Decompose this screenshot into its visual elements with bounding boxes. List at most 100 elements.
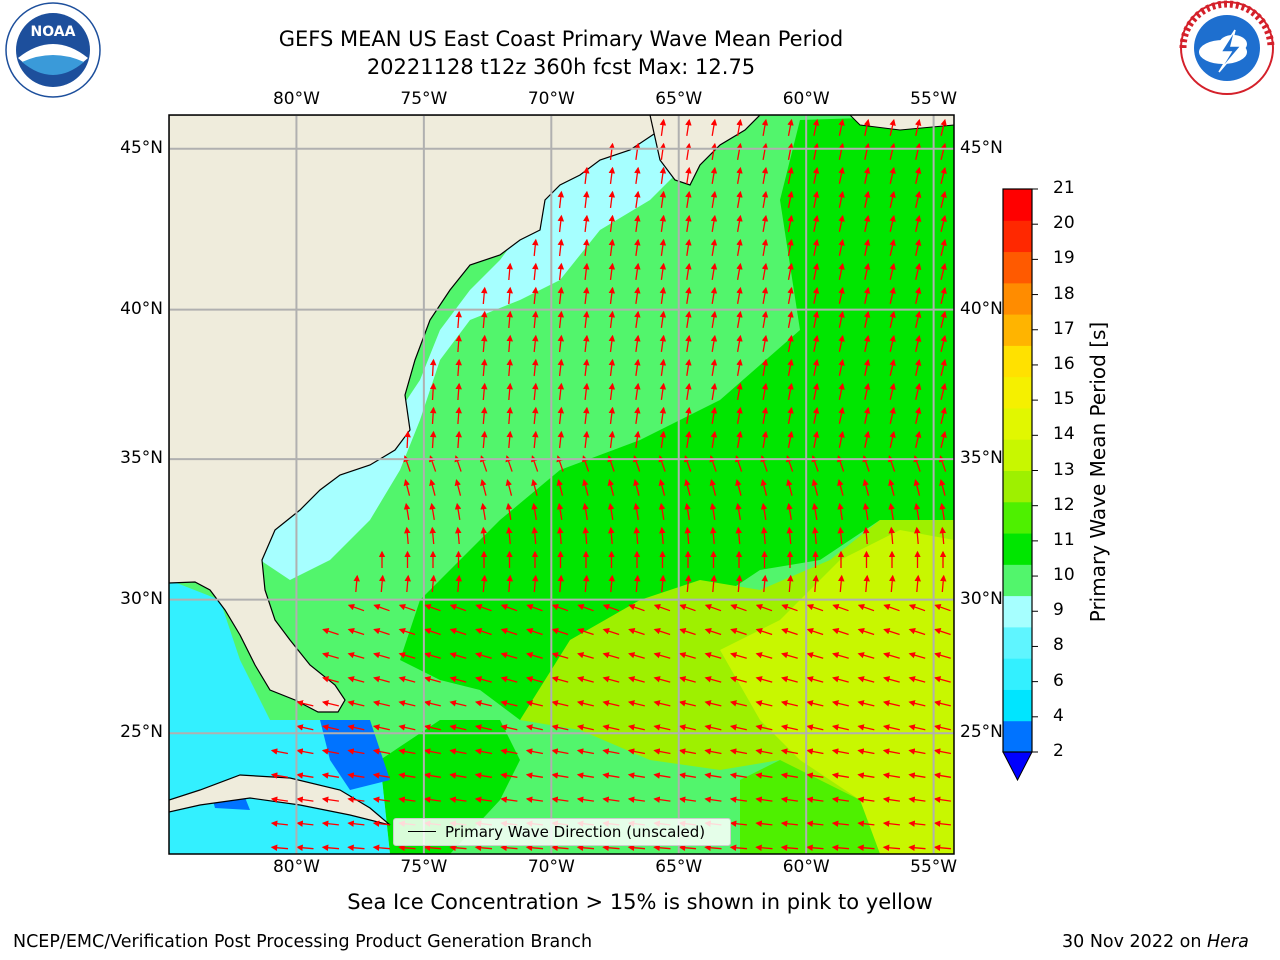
wave-arrow xyxy=(423,748,442,755)
wave-arrow xyxy=(704,604,722,612)
wave-arrow xyxy=(832,652,849,659)
wave-arrow xyxy=(429,502,436,521)
wave-arrow xyxy=(455,334,462,353)
wave-arrow xyxy=(583,334,590,352)
wave-arrow xyxy=(934,628,951,636)
wave-arrow xyxy=(525,748,544,755)
colorbar-tick-label: 10 xyxy=(1053,565,1075,586)
wave-arrow xyxy=(908,772,926,779)
wave-arrow xyxy=(602,604,620,612)
colorbar-cell xyxy=(1003,689,1032,722)
wave-arrow xyxy=(863,310,871,328)
wave-arrow xyxy=(889,118,896,136)
wave-arrow xyxy=(787,214,794,233)
wave-arrow xyxy=(729,796,747,803)
wave-arrow xyxy=(526,628,543,636)
wave-arrow xyxy=(940,406,947,424)
wave-arrow xyxy=(863,190,871,208)
wave-arrow xyxy=(736,286,743,305)
lat-label-right: 45°N xyxy=(960,137,1003,158)
wave-arrow xyxy=(659,358,667,376)
wave-arrow xyxy=(659,142,667,160)
wave-arrow xyxy=(812,118,820,136)
wave-arrow xyxy=(889,574,896,593)
wave-arrow xyxy=(531,479,538,496)
wave-arrow xyxy=(429,358,437,377)
wave-arrow xyxy=(939,479,946,496)
wave-arrow xyxy=(710,358,718,377)
wave-arrow xyxy=(908,628,926,636)
wave-arrow xyxy=(730,652,747,659)
wave-arrow xyxy=(475,652,492,659)
wave-arrow xyxy=(506,358,513,377)
wave-arrow xyxy=(678,700,696,707)
wave-arrow xyxy=(888,502,895,521)
wave-arrow xyxy=(735,502,742,521)
wave-arrow xyxy=(659,574,666,593)
wave-arrow xyxy=(500,748,518,755)
wave-arrow xyxy=(761,574,768,593)
wave-arrow xyxy=(780,820,798,827)
wave-arrow xyxy=(812,406,820,424)
wave-arrow xyxy=(863,142,871,160)
wave-arrow xyxy=(882,700,900,707)
wave-arrow xyxy=(709,502,717,521)
wave-arrow xyxy=(837,526,844,545)
wave-arrow xyxy=(838,358,845,376)
wave-arrow xyxy=(532,382,539,401)
wave-arrow xyxy=(455,310,462,329)
colorbar-tick-label: 18 xyxy=(1053,283,1075,304)
wave-arrow xyxy=(710,166,718,185)
wave-arrow xyxy=(736,382,743,401)
wave-arrow xyxy=(736,118,743,137)
wave-arrow xyxy=(270,772,289,779)
colorbar-tick-label: 9 xyxy=(1053,600,1064,621)
wave-arrow xyxy=(882,796,900,803)
wave-arrow xyxy=(429,406,437,425)
lon-label-top: 65°W xyxy=(655,89,703,109)
wave-arrow xyxy=(506,334,513,353)
wave-arrow xyxy=(908,820,926,827)
wave-arrow xyxy=(372,724,390,731)
wave-arrow xyxy=(576,772,595,779)
wave-arrow xyxy=(583,238,590,256)
wave-arrow xyxy=(526,652,543,659)
wave-arrow xyxy=(633,502,640,521)
wave-arrow xyxy=(404,526,411,545)
wave-arrow xyxy=(914,142,922,160)
wave-arrow xyxy=(857,724,875,731)
wave-arrow xyxy=(455,382,462,401)
colorbar-tick-label: 8 xyxy=(1053,635,1064,656)
wave-arrow xyxy=(863,334,871,352)
wave-arrow xyxy=(908,700,926,707)
wave-arrow xyxy=(940,574,947,593)
wave-arrow xyxy=(633,526,640,545)
wave-arrow xyxy=(449,700,467,707)
colorbar-tick-label: 20 xyxy=(1053,213,1075,234)
wave-arrow xyxy=(627,748,646,755)
wave-arrow xyxy=(710,142,718,161)
wave-arrow xyxy=(627,772,646,779)
wave-arrow xyxy=(526,676,543,683)
wave-arrow xyxy=(787,262,794,281)
wave-arrow xyxy=(429,526,436,545)
wave-arrow xyxy=(882,772,901,779)
wave-arrow xyxy=(659,382,667,400)
wave-arrow xyxy=(678,748,697,755)
wave-arrow xyxy=(710,334,718,353)
wave-arrow xyxy=(424,676,441,683)
wave-arrow xyxy=(908,844,926,851)
wave-arrow xyxy=(736,358,743,377)
wave-arrow xyxy=(449,628,467,636)
wave-arrow xyxy=(576,724,594,731)
wave-arrow xyxy=(628,604,645,612)
wave-arrow xyxy=(608,286,616,304)
wave-arrow xyxy=(525,700,543,707)
wave-arrow xyxy=(455,574,462,593)
wave-arrow xyxy=(679,676,696,683)
wave-arrow xyxy=(634,166,641,184)
wave-arrow xyxy=(634,190,641,208)
wave-arrow xyxy=(322,652,339,659)
wave-arrow xyxy=(838,190,845,208)
